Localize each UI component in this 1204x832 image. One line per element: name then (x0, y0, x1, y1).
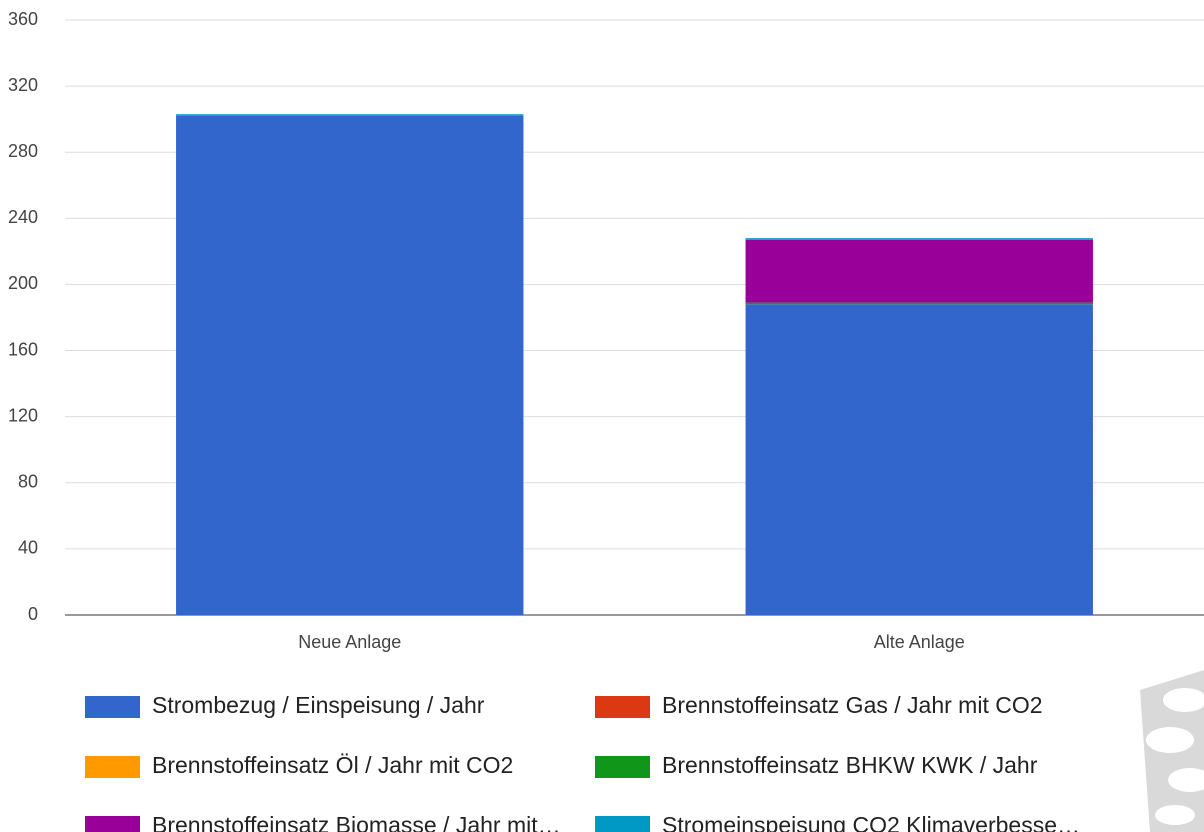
legend-swatch (595, 756, 650, 778)
bar-segment (745, 304, 1093, 615)
legend-swatch (85, 696, 140, 718)
legend-label: Brennstoffeinsatz Gas / Jahr mit CO2 (662, 692, 1043, 718)
bar-segment (176, 115, 524, 615)
legend-label: Brennstoffeinsatz Biomasse / Jahr mit… (152, 812, 561, 832)
legend-swatch (595, 696, 650, 718)
legend-label: Brennstoffeinsatz Öl / Jahr mit CO2 (152, 752, 513, 778)
legend-swatch (85, 816, 140, 832)
y-tick-label: 160 (8, 339, 38, 359)
decoration (1140, 670, 1204, 832)
y-tick-label: 360 (8, 9, 38, 29)
y-tick-label: 0 (28, 604, 38, 624)
bar-segment (176, 114, 524, 116)
y-tick-label: 80 (18, 472, 38, 492)
legend-label: Stromeinspeisung CO2 Klimaverbesse… (662, 812, 1080, 832)
y-tick-label: 280 (8, 141, 38, 161)
legend-label: Strombezug / Einspeisung / Jahr (152, 692, 485, 718)
x-tick-label: Alte Anlage (874, 632, 965, 652)
y-tick-label: 240 (8, 207, 38, 227)
y-tick-label: 120 (8, 405, 38, 425)
x-tick-label: Neue Anlage (298, 632, 401, 652)
legend-swatch (595, 816, 650, 832)
y-tick-label: 200 (8, 273, 38, 293)
bar-segment (745, 239, 1093, 303)
legend-swatch (85, 756, 140, 778)
y-tick-label: 320 (8, 75, 38, 95)
legend-label: Brennstoffeinsatz BHKW KWK / Jahr (662, 752, 1038, 778)
y-tick-label: 40 (18, 538, 38, 558)
bar-segment (745, 238, 1093, 240)
bar-segment (745, 302, 1093, 305)
